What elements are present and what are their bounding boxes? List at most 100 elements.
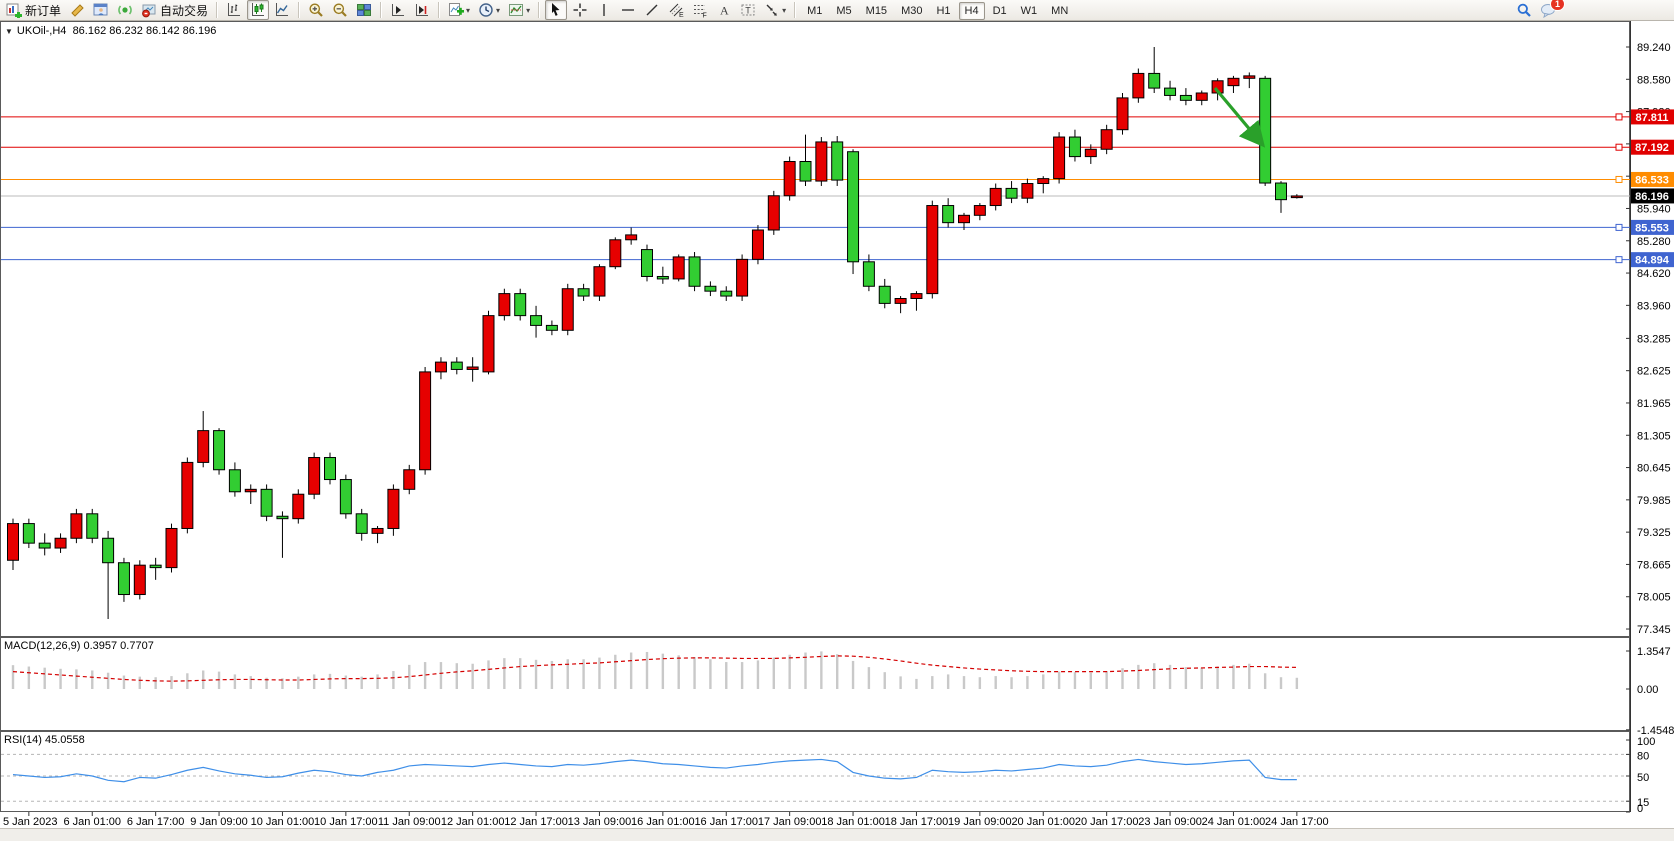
timeframe-h1-button[interactable]: H1 <box>936 5 951 17</box>
channel-tool-button[interactable]: E <box>665 0 687 20</box>
fibonacci-icon: F <box>694 5 707 18</box>
timeframe-d1-button[interactable]: D1 <box>992 5 1007 17</box>
timeframe-group: M1 M5 M15 M30 H1 H4 D1 W1 MN <box>800 1 1075 20</box>
cursor-icon <box>552 3 560 16</box>
chart-window[interactable]: 89.24088.58087.92087.26086.60085.94085.2… <box>0 21 1674 828</box>
toolbar-separator <box>298 2 301 18</box>
svg-text:10 Jan 17:00: 10 Jan 17:00 <box>314 816 378 828</box>
timeframe-h4-button[interactable]: H4 <box>958 2 985 20</box>
equidistant-channel-icon: E <box>669 3 684 18</box>
svg-text:80.645: 80.645 <box>1637 463 1671 475</box>
zoom-out-button[interactable] <box>329 0 351 20</box>
rsi-pane-header: RSI(14) 45.0558 <box>4 734 85 746</box>
horizontal-line-icon <box>622 9 635 11</box>
zoom-out-icon <box>333 3 347 17</box>
chart-step-icon <box>392 4 405 16</box>
svg-text:6 Jan 17:00: 6 Jan 17:00 <box>127 816 185 828</box>
text-tool-button[interactable]: A <box>713 0 735 20</box>
timeframe-m15-button[interactable]: M15 <box>865 5 888 17</box>
svg-text:81.305: 81.305 <box>1637 430 1671 442</box>
step-back-button[interactable] <box>387 0 409 20</box>
profile-window-icon <box>93 3 108 16</box>
svg-text:11 Jan 09:00: 11 Jan 09:00 <box>378 816 441 828</box>
toolbar-separator <box>438 2 441 18</box>
chart-ohlc-values: 86.162 86.232 86.142 86.196 <box>72 25 217 37</box>
rsi-value: 45.0558 <box>44 734 85 746</box>
timeframe-mn-button[interactable]: MN <box>1051 5 1069 17</box>
svg-text:12 Jan 17:00: 12 Jan 17:00 <box>504 816 568 828</box>
svg-text:87.811: 87.811 <box>1635 112 1668 124</box>
svg-text:-1.4548: -1.4548 <box>1637 725 1674 737</box>
svg-text:19 Jan 09:00: 19 Jan 09:00 <box>948 816 1012 828</box>
notification-badge: 1 <box>1550 0 1565 11</box>
timeframe-m1-button[interactable]: M1 <box>807 5 823 17</box>
trendline-tool-button[interactable] <box>641 0 663 20</box>
candlestick-chart-type-button[interactable] <box>247 0 270 20</box>
line-chart-type-button[interactable] <box>271 0 293 20</box>
crosshair-tool-button[interactable] <box>569 0 591 20</box>
timeframe-m30-button[interactable]: M30 <box>901 5 923 17</box>
tile-windows-icon <box>357 4 372 16</box>
search-icon <box>1517 3 1531 17</box>
svg-text:83.960: 83.960 <box>1637 300 1671 312</box>
timeframe-w1-button[interactable]: W1 <box>1020 5 1038 17</box>
vertical-line-tool-button[interactable] <box>593 0 615 20</box>
svg-text:84.894: 84.894 <box>1635 255 1670 267</box>
macd-values: 0.3957 0.7707 <box>83 640 154 652</box>
svg-text:20 Jan 17:00: 20 Jan 17:00 <box>1075 816 1139 828</box>
auto-trading-label: 自动交易 <box>160 3 209 18</box>
svg-text:24 Jan 17:00: 24 Jan 17:00 <box>1265 816 1329 828</box>
add-indicator-button[interactable] <box>445 0 473 20</box>
search-button[interactable] <box>1513 0 1535 20</box>
svg-text:50: 50 <box>1637 772 1649 784</box>
svg-text:12 Jan 01:00: 12 Jan 01:00 <box>441 816 505 828</box>
auto-trading-button[interactable]: 自动交易 <box>138 0 211 20</box>
svg-text:82.625: 82.625 <box>1637 366 1671 378</box>
svg-text:20 Jan 01:00: 20 Jan 01:00 <box>1011 816 1075 828</box>
profiles-button[interactable] <box>90 0 112 20</box>
templates-button[interactable] <box>505 0 533 20</box>
svg-text:85.280: 85.280 <box>1637 236 1671 248</box>
text-icon: A <box>720 4 729 18</box>
text-label-icon: T <box>741 4 755 16</box>
toolbar-separator <box>538 2 541 18</box>
svg-text:81.965: 81.965 <box>1637 398 1671 410</box>
svg-text:77.345: 77.345 <box>1637 624 1671 636</box>
svg-text:15: 15 <box>1637 797 1649 809</box>
cursor-tool-button[interactable] <box>545 0 568 20</box>
rsi-label: RSI(14) <box>4 734 42 746</box>
tile-windows-button[interactable] <box>353 0 375 20</box>
zoom-in-icon <box>309 3 323 17</box>
svg-text:80: 80 <box>1637 750 1649 762</box>
crosshair-icon <box>573 3 587 17</box>
auto-trading-icon <box>142 4 156 18</box>
chart-symbol-period: UKOil-,H4 <box>16 25 67 37</box>
candlestick-chart-icon <box>252 3 265 16</box>
new-order-button[interactable]: 新订单 <box>3 0 64 20</box>
svg-text:0: 0 <box>1637 803 1643 815</box>
chart-collapse-icon[interactable]: ▼ <box>5 27 13 36</box>
arrows-icon <box>766 4 777 16</box>
market-watch-button[interactable] <box>114 0 136 20</box>
notifications-button[interactable]: 1 <box>1537 0 1565 20</box>
macd-label: MACD(12,26,9) <box>4 640 81 652</box>
chart-step-end-icon <box>416 4 429 16</box>
new-chart-button[interactable] <box>66 0 88 20</box>
horizontal-line-tool-button[interactable] <box>617 0 639 20</box>
svg-text:1.3547: 1.3547 <box>1637 646 1671 658</box>
timeframe-m5-button[interactable]: M5 <box>836 5 852 17</box>
template-icon <box>509 4 524 16</box>
periods-button[interactable] <box>475 0 503 20</box>
bar-chart-type-button[interactable] <box>223 0 245 20</box>
svg-text:87.192: 87.192 <box>1635 142 1669 154</box>
svg-text:T: T <box>745 6 751 16</box>
arrows-tool-button[interactable] <box>761 0 789 20</box>
text-label-tool-button[interactable]: T <box>737 0 759 20</box>
fibonacci-tool-button[interactable]: F <box>689 0 711 20</box>
zoom-in-button[interactable] <box>305 0 327 20</box>
clock-icon <box>479 3 493 17</box>
step-forward-button[interactable] <box>411 0 433 20</box>
status-bar <box>0 828 1674 841</box>
price-chart-canvas[interactable]: 89.24088.58087.92087.26086.60085.94085.2… <box>0 21 1674 828</box>
toolbar-separator <box>794 2 797 18</box>
